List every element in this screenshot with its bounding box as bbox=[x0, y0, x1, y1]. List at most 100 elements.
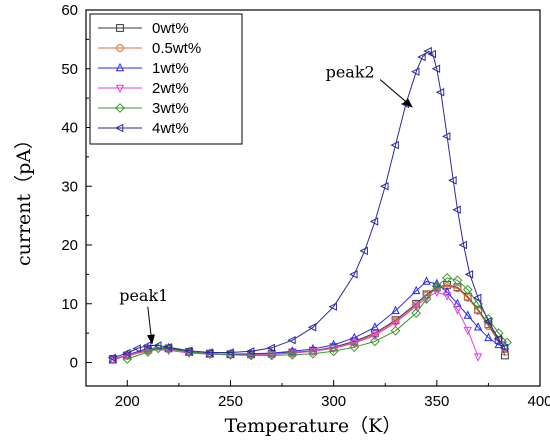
data-point bbox=[432, 288, 442, 298]
data-point bbox=[143, 347, 153, 357]
data-point bbox=[287, 335, 296, 345]
annotation-arrow bbox=[379, 79, 413, 108]
legend-label: 4wt% bbox=[152, 120, 189, 137]
data-point bbox=[464, 270, 474, 279]
data-point bbox=[442, 292, 452, 301]
data-point bbox=[442, 272, 453, 283]
data-point bbox=[431, 64, 441, 73]
data-point bbox=[359, 246, 368, 256]
x-tick-label: 300 bbox=[321, 393, 346, 410]
x-axis-title: Temperature（K） bbox=[225, 415, 402, 437]
data-point bbox=[473, 298, 483, 309]
data-point bbox=[463, 326, 472, 336]
legend-entry: 1wt% bbox=[98, 60, 189, 77]
data-point bbox=[452, 205, 461, 214]
legend-entry: 3wt% bbox=[98, 100, 189, 117]
data-point bbox=[411, 285, 421, 295]
data-point bbox=[287, 349, 298, 360]
data-point bbox=[204, 348, 214, 357]
data-point bbox=[422, 276, 431, 285]
data-point bbox=[349, 270, 358, 279]
data-point bbox=[453, 306, 462, 315]
annotation-layer: peak1 peak2 bbox=[119, 63, 413, 345]
y-tick-label: 60 bbox=[61, 2, 78, 19]
legend-entry: 0wt% bbox=[98, 20, 189, 37]
legend-label: 3wt% bbox=[152, 100, 189, 117]
data-point bbox=[245, 347, 255, 356]
data-point bbox=[328, 302, 337, 311]
data-point bbox=[308, 348, 318, 359]
data-point bbox=[132, 344, 141, 353]
legend-marker bbox=[116, 24, 124, 32]
data-point bbox=[266, 343, 276, 353]
data-point bbox=[442, 286, 452, 296]
legend-marker bbox=[115, 84, 125, 94]
data-point bbox=[493, 334, 503, 344]
data-point bbox=[435, 88, 445, 97]
data-point bbox=[350, 338, 359, 347]
annotation-label: peak1 bbox=[119, 286, 168, 305]
x-tick-label: 200 bbox=[115, 393, 140, 410]
legend-marker bbox=[114, 123, 124, 133]
data-point bbox=[163, 343, 172, 352]
legend-label: 1wt% bbox=[152, 60, 189, 77]
data-point bbox=[369, 217, 379, 226]
x-tick-label: 350 bbox=[424, 393, 449, 410]
data-point bbox=[494, 339, 503, 349]
legend-entry: 4wt% bbox=[98, 120, 189, 137]
data-point bbox=[349, 342, 360, 353]
legend-marker bbox=[116, 44, 124, 52]
data-point bbox=[501, 351, 509, 360]
data-point bbox=[484, 332, 493, 342]
data-point bbox=[143, 346, 153, 355]
y-tick-label: 0 bbox=[70, 355, 78, 372]
data-point bbox=[458, 240, 467, 250]
legend-entry: 0.5wt% bbox=[98, 40, 201, 57]
y-tick-label: 10 bbox=[61, 296, 78, 313]
legend-marker bbox=[115, 103, 125, 113]
data-point bbox=[370, 332, 380, 341]
data-point bbox=[463, 310, 472, 319]
plot-frame bbox=[85, 9, 541, 387]
data-point bbox=[225, 348, 234, 357]
y-axis-title: current（pA） bbox=[13, 130, 35, 266]
data-point bbox=[473, 353, 483, 362]
annotation-label: peak2 bbox=[326, 63, 375, 82]
series-line bbox=[127, 277, 508, 360]
y-tick-label: 30 bbox=[61, 178, 78, 195]
x-tick-label: 400 bbox=[527, 393, 550, 410]
y-tick-label: 40 bbox=[61, 120, 78, 137]
data-point bbox=[153, 341, 162, 350]
annotation-arrow bbox=[147, 306, 155, 345]
data-point bbox=[448, 176, 457, 185]
data-point bbox=[499, 343, 509, 353]
legend-marker bbox=[115, 62, 125, 72]
data-point bbox=[266, 350, 277, 361]
legend-label: 2wt% bbox=[152, 80, 189, 97]
legend-label: 0wt% bbox=[152, 20, 189, 37]
data-point bbox=[391, 317, 400, 326]
legend-entry: 2wt% bbox=[98, 80, 189, 97]
data-point bbox=[380, 182, 389, 191]
data-point bbox=[442, 132, 451, 141]
data-point bbox=[411, 308, 422, 319]
data-point bbox=[390, 140, 399, 150]
data-point bbox=[411, 302, 421, 312]
legend-box bbox=[89, 13, 243, 145]
legend-label: 0.5wt% bbox=[152, 40, 201, 57]
data-point bbox=[452, 275, 463, 286]
data-point bbox=[423, 46, 432, 56]
data-point bbox=[184, 346, 193, 355]
y-tick-label: 20 bbox=[61, 237, 78, 254]
data-point bbox=[427, 49, 436, 59]
series-layer bbox=[107, 46, 512, 365]
data-point bbox=[502, 337, 512, 348]
data-point bbox=[483, 317, 492, 326]
series-line bbox=[112, 50, 506, 359]
legend: 0wt% 0.5wt% 1wt% 2wt% 3wt% 4wt% bbox=[89, 13, 243, 145]
series-line bbox=[112, 291, 479, 361]
x-tick-label: 250 bbox=[218, 393, 243, 410]
data-point bbox=[462, 284, 473, 295]
data-point bbox=[370, 336, 380, 347]
